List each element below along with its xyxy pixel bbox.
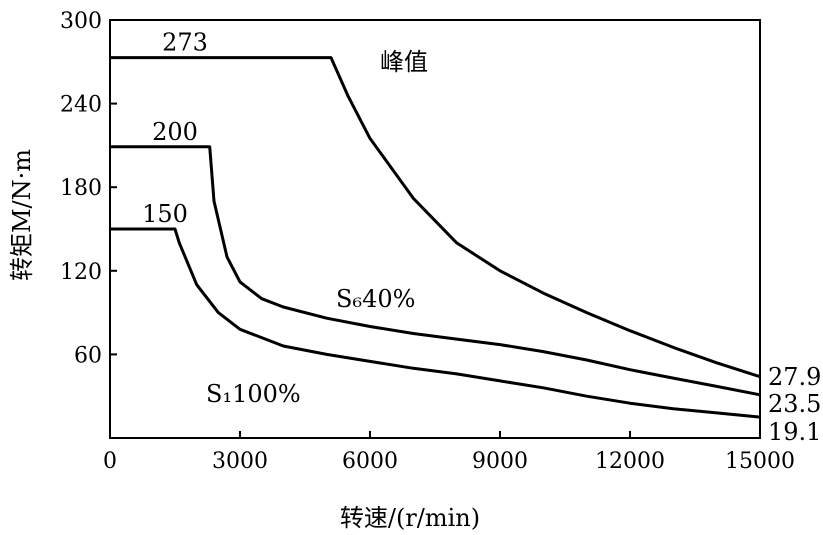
- y-tick-label: 240: [60, 93, 102, 118]
- x-tick-label: 15000: [725, 449, 795, 474]
- series-line-1: [110, 145, 761, 397]
- plateau-label: 200: [152, 118, 198, 146]
- series-name-label: S₁100%: [206, 380, 301, 408]
- y-tick-label: 300: [60, 9, 102, 34]
- y-tick-label: 120: [60, 260, 102, 285]
- plateau-label: 273: [162, 29, 208, 57]
- x-tick-label: 6000: [342, 449, 398, 474]
- x-tick-label: 3000: [212, 449, 268, 474]
- x-axis-title: 转速/(r/min): [340, 504, 480, 532]
- x-tick-label: 12000: [595, 449, 665, 474]
- series-name-label: 峰值: [380, 48, 428, 76]
- end-value-label: 27.9: [768, 363, 821, 391]
- series-name-label: S₆40%: [336, 285, 415, 313]
- y-tick-label: 60: [74, 343, 102, 368]
- x-tick-label: 9000: [472, 449, 528, 474]
- plateau-label: 150: [142, 200, 188, 228]
- y-tick-label: 180: [60, 176, 102, 201]
- series-line-2: [110, 227, 761, 419]
- end-value-label: 19.1: [768, 418, 821, 446]
- y-axis-title: 转矩M/N·m: [8, 149, 36, 281]
- x-tick-label: 0: [103, 449, 117, 474]
- series-line-0: [110, 56, 761, 379]
- end-value-label: 23.5: [768, 390, 821, 418]
